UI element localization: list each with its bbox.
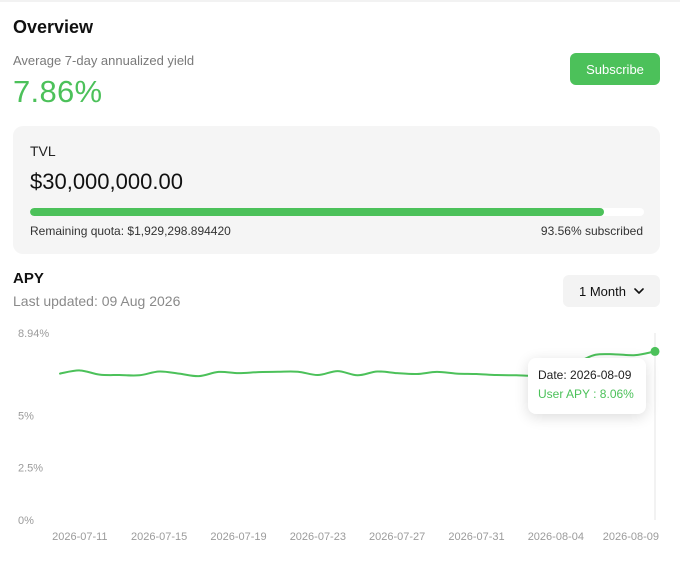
chevron-down-icon [634,287,644,294]
yield-label: Average 7-day annualized yield [13,53,195,68]
x-tick-label: 2026-07-31 [448,531,504,543]
x-tick-label: 2026-07-19 [210,531,266,543]
tooltip-apy: User APY : 8.06% [538,387,634,401]
subscription-progress-fill [30,208,605,216]
x-tick-label: 2026-07-11 [52,531,107,543]
remaining-quota: Remaining quota: $1,929,298.894420 [30,224,231,238]
chart-tooltip: Date: 2026-08-09 User APY : 8.06% [528,358,646,414]
y-tick-label: 2.5% [18,463,43,475]
y-tick-label: 0% [18,515,34,527]
yield-value: 7.86% [13,74,103,109]
tvl-card: TVL $30,000,000.00 Remaining quota: $1,9… [13,126,660,254]
x-tick-label: 2026-07-23 [290,531,346,543]
period-label: 1 Month [579,283,626,299]
x-tick-label: 2026-08-04 [528,531,584,543]
subscription-progress-bar [30,208,644,216]
apy-title: APY [13,270,44,287]
x-tick-label: 2026-07-15 [131,531,187,543]
top-divider [0,0,680,2]
tvl-label: TVL [30,143,56,159]
last-updated: Last updated: 09 Aug 2026 [13,293,181,309]
y-tick-label: 8.94% [18,328,49,340]
period-dropdown[interactable]: 1 Month [563,275,660,307]
x-tick-label: 2026-07-27 [369,531,425,543]
highlighted-data-point [650,346,660,356]
y-tick-label: 5% [18,410,34,422]
subscribed-percent: 93.56% subscribed [540,224,643,238]
page-title: Overview [13,17,94,37]
subscribe-button[interactable]: Subscribe [570,53,660,85]
x-tick-label: 2026-08-09 [603,531,659,543]
apy-line-chart[interactable]: 0% 2.5% 5% 8.94% 2026-07-11 2026-07-15 2026-0… [0,320,680,550]
tooltip-date: Date: 2026-08-09 [538,368,632,382]
tvl-value: $30,000,000.00 [30,169,183,194]
